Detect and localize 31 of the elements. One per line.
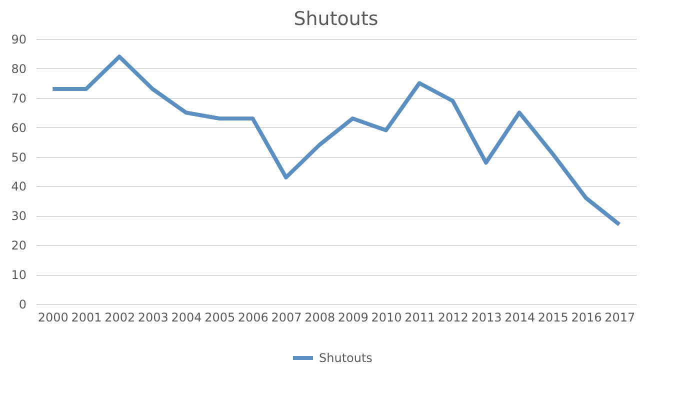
y-tick-label: 90 bbox=[11, 32, 26, 46]
line-series bbox=[50, 54, 622, 226]
x-tick-label: 2007 bbox=[271, 310, 302, 324]
x-tick-label: 2011 bbox=[404, 310, 436, 324]
x-tick-label: 2006 bbox=[238, 310, 268, 324]
y-tick-label: 30 bbox=[11, 209, 26, 224]
x-tick-label: 2009 bbox=[338, 310, 368, 324]
y-tick-label: 50 bbox=[11, 150, 26, 164]
x-tick-label: 2015 bbox=[538, 310, 568, 324]
x-tick-label: 2001 bbox=[71, 310, 102, 324]
x-tick-label: 2008 bbox=[304, 310, 336, 324]
x-tick-label: 2012 bbox=[438, 310, 468, 324]
x-tick-label: 2016 bbox=[571, 310, 602, 324]
y-tick-label: 80 bbox=[11, 62, 26, 76]
x-tick-label: 2017 bbox=[604, 310, 636, 324]
y-tick-label: 60 bbox=[11, 120, 26, 135]
y-tick-label: 20 bbox=[11, 238, 26, 253]
x-tick-label: 2000 bbox=[38, 310, 68, 324]
x-tick-label: 2005 bbox=[204, 310, 236, 324]
x-tick-label: 2003 bbox=[138, 310, 168, 324]
x-tick-label: 2013 bbox=[471, 310, 502, 324]
y-tick-label: 40 bbox=[11, 180, 26, 194]
x-tick-label: 2004 bbox=[171, 310, 202, 324]
x-tick-label: 2010 bbox=[371, 310, 402, 324]
y-tick-label: 70 bbox=[11, 91, 26, 106]
y-tick-label: 0 bbox=[18, 298, 26, 312]
x-tick-label: 2014 bbox=[504, 310, 536, 324]
y-tick-label: 10 bbox=[11, 268, 26, 282]
legend-label: Shutouts bbox=[319, 351, 372, 365]
x-tick-label: 2002 bbox=[104, 310, 136, 324]
chart-title: Shutouts bbox=[294, 8, 378, 30]
